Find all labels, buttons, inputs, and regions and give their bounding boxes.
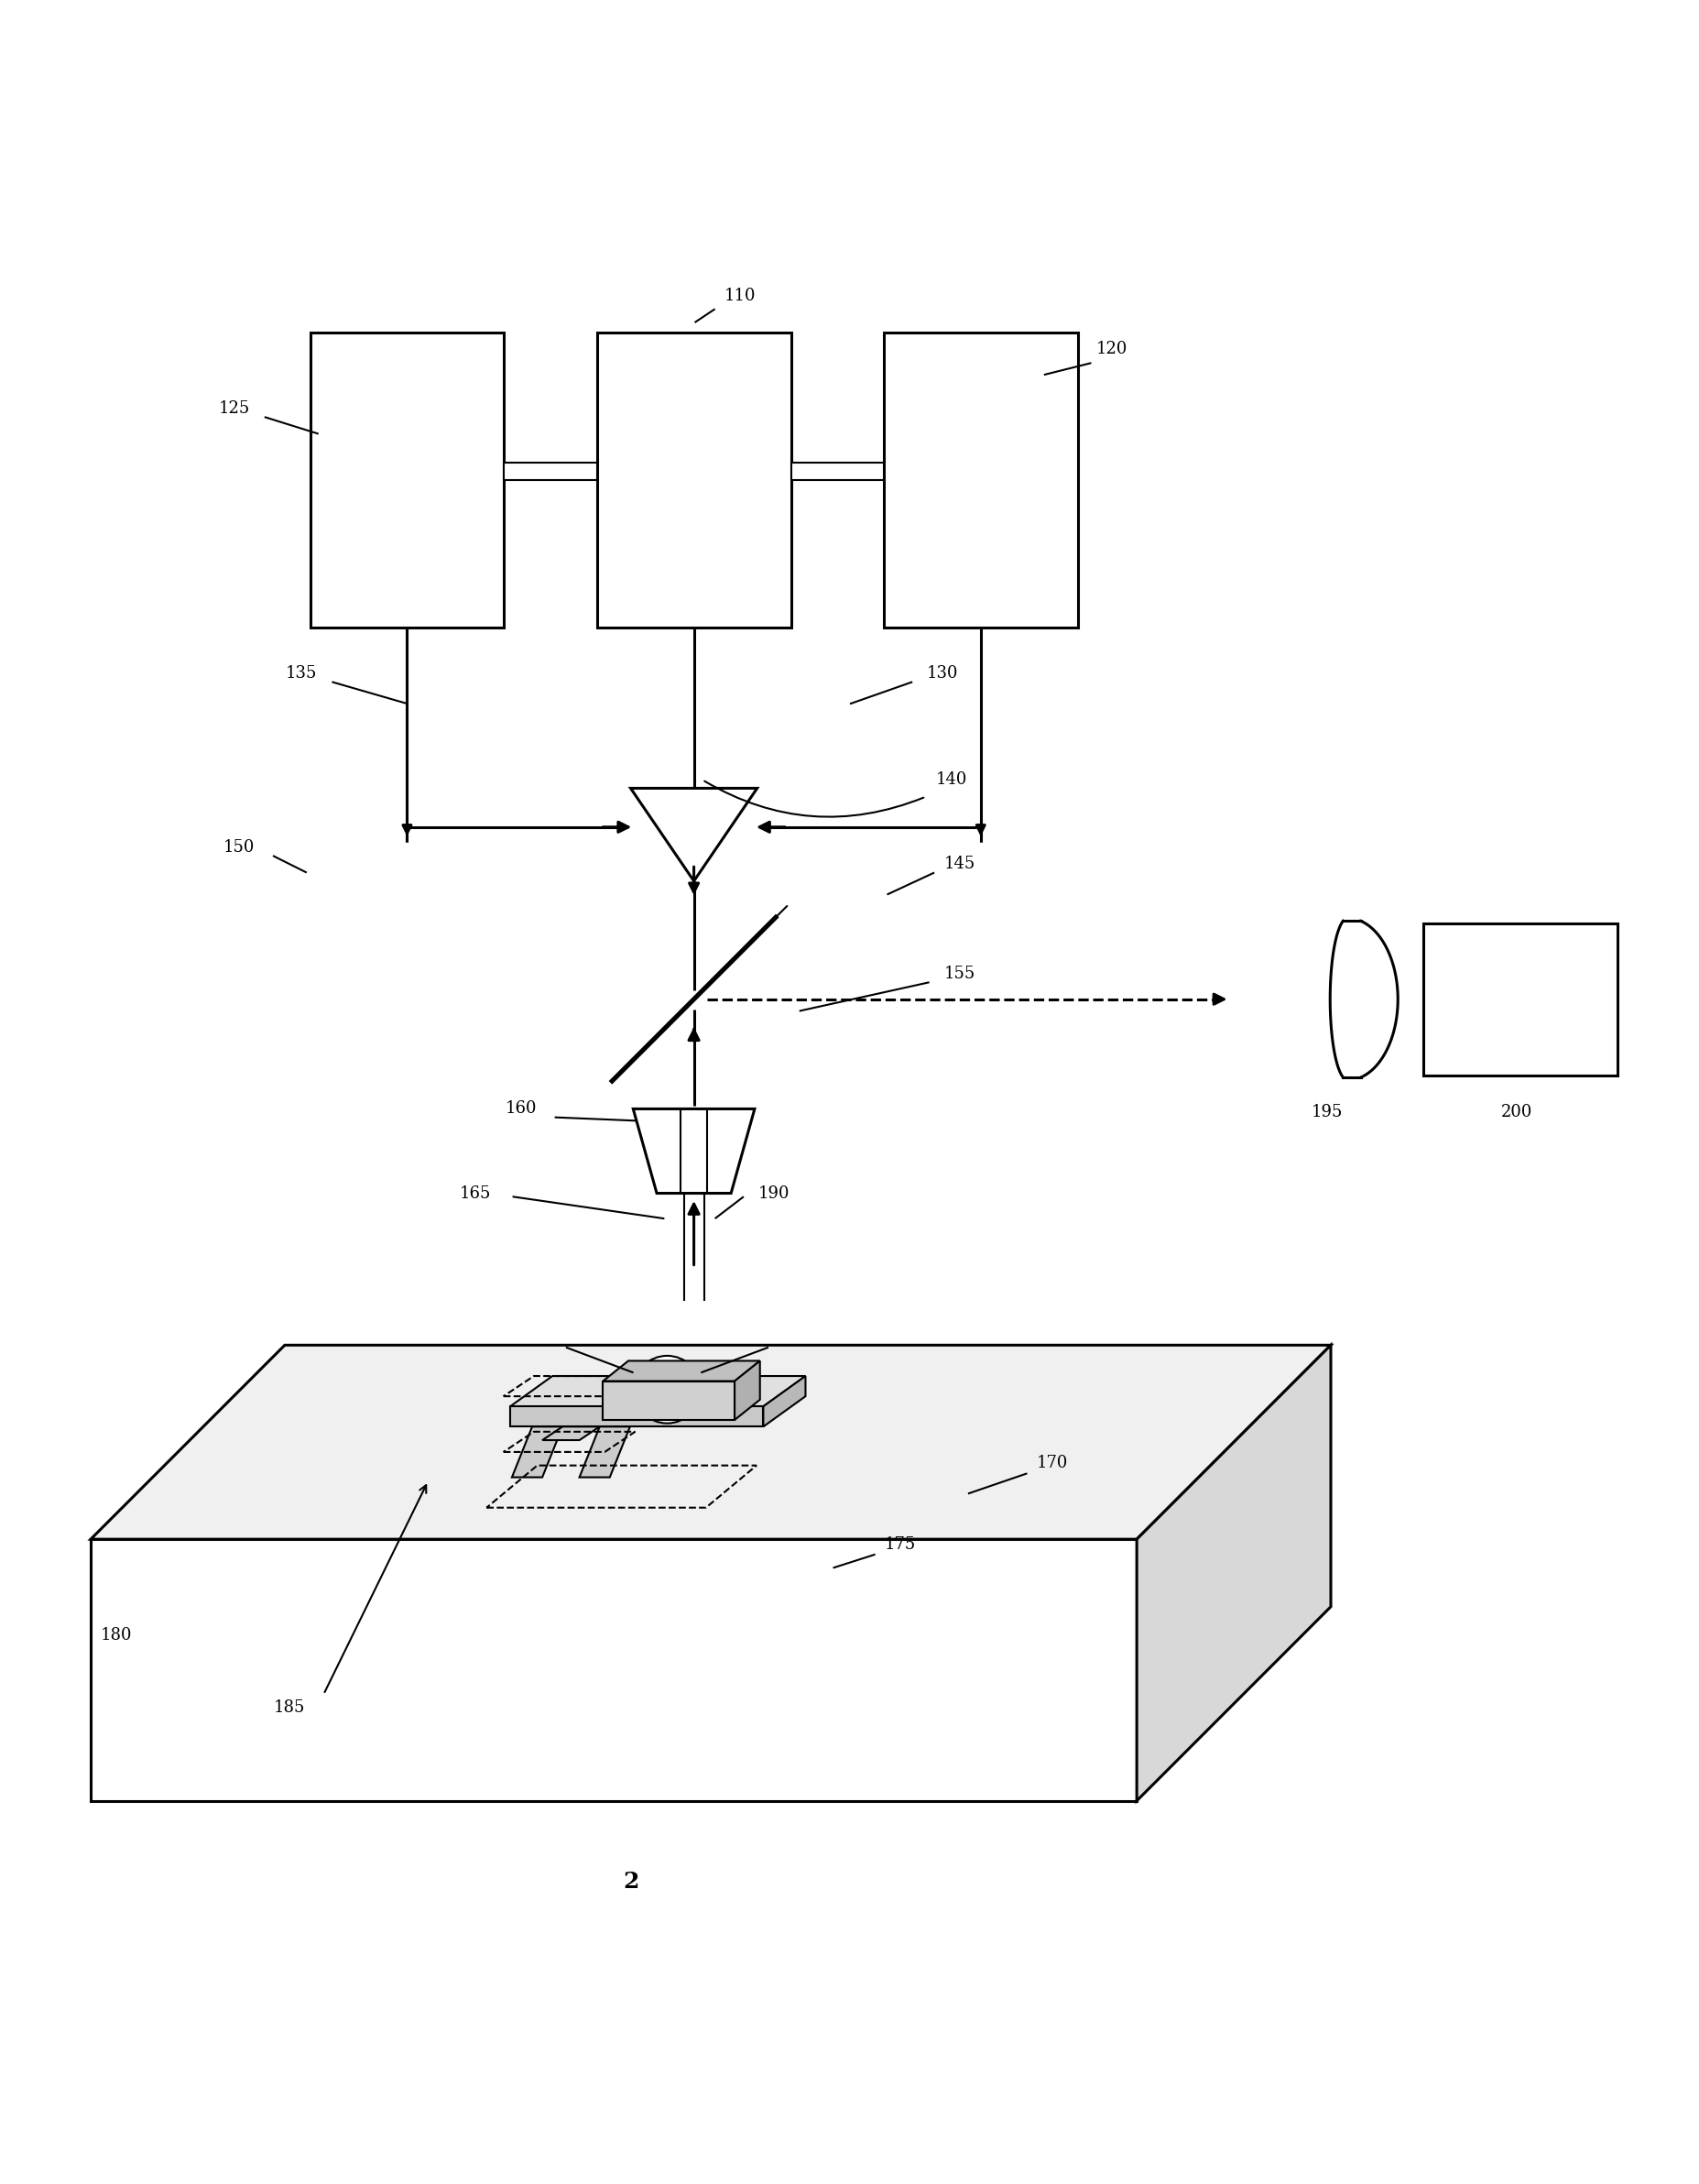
Text: 195: 195 <box>1312 1103 1342 1120</box>
Text: 145: 145 <box>943 856 975 871</box>
Text: 170: 170 <box>1036 1455 1067 1472</box>
Polygon shape <box>90 1345 1330 1540</box>
Polygon shape <box>579 1426 630 1476</box>
Polygon shape <box>603 1361 759 1380</box>
Text: 185: 185 <box>274 1699 306 1717</box>
Text: 140: 140 <box>934 771 967 788</box>
Polygon shape <box>630 788 756 880</box>
Polygon shape <box>632 1109 754 1192</box>
Bar <box>790 463 883 480</box>
Polygon shape <box>603 1380 734 1420</box>
Bar <box>309 332 505 629</box>
Polygon shape <box>1137 1345 1330 1802</box>
Bar <box>596 332 790 629</box>
Text: 160: 160 <box>505 1101 537 1118</box>
Bar <box>1422 924 1617 1075</box>
Polygon shape <box>734 1361 759 1420</box>
Text: 125: 125 <box>219 400 250 417</box>
Polygon shape <box>542 1426 600 1439</box>
Text: 200: 200 <box>1500 1103 1531 1120</box>
Text: 2: 2 <box>622 1872 639 1894</box>
Text: 130: 130 <box>926 666 958 681</box>
Text: 155: 155 <box>943 965 975 983</box>
Text: 120: 120 <box>1096 341 1126 358</box>
Text: 190: 190 <box>758 1186 790 1201</box>
FancyArrowPatch shape <box>703 782 923 817</box>
Bar <box>883 332 1077 629</box>
Text: 150: 150 <box>223 839 255 856</box>
Circle shape <box>634 1356 700 1424</box>
Text: 175: 175 <box>885 1535 916 1553</box>
Text: 135: 135 <box>285 666 318 681</box>
Polygon shape <box>510 1406 763 1426</box>
Polygon shape <box>90 1540 1137 1802</box>
Text: 180: 180 <box>100 1627 133 1645</box>
Polygon shape <box>511 1426 562 1476</box>
Text: 165: 165 <box>459 1186 491 1201</box>
Bar <box>505 463 596 480</box>
Polygon shape <box>510 1376 805 1406</box>
Text: 110: 110 <box>724 288 756 304</box>
Polygon shape <box>763 1376 805 1426</box>
